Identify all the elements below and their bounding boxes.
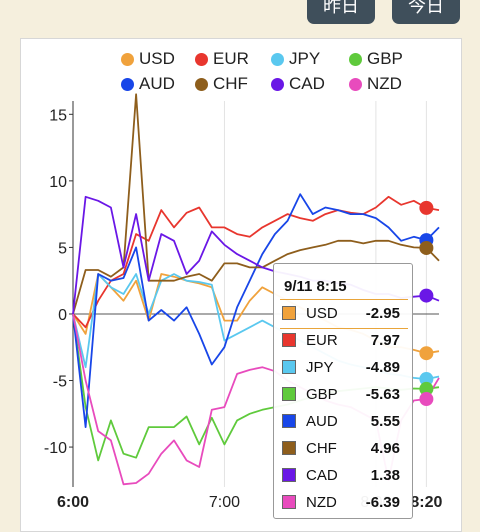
x-tick-label: 8:20 (410, 494, 442, 511)
legend-dot (349, 52, 362, 66)
legend-item-chf[interactable]: CHF (195, 74, 248, 94)
legend-label: AUD (139, 74, 175, 93)
legend-item-nzd[interactable]: NZD (349, 74, 402, 94)
tooltip-currency: CAD (306, 467, 338, 484)
tooltip-swatch (282, 387, 296, 401)
tooltip-row-eur: EUR 7.97 (280, 329, 408, 353)
tooltip-currency: GBP (306, 386, 338, 403)
legend-label: GBP (367, 49, 403, 68)
y-tick-label: 15 (49, 107, 67, 124)
chart-tooltip: 9/11 8:15 USD -2.95 EUR 7.97 JPY -4.89 GBP -5.6… (273, 263, 413, 519)
y-tick-label: -5 (53, 374, 67, 391)
legend-label: EUR (213, 49, 249, 68)
series-line-chf (72, 93, 440, 315)
tooltip-value: 5.55 (370, 413, 400, 430)
legend-label: CHF (213, 74, 248, 93)
tooltip-value: -6.39 (365, 494, 400, 511)
tooltip-swatch (282, 414, 296, 428)
legend-item-gbp[interactable]: GBP (349, 49, 403, 69)
legend-item-cad[interactable]: CAD (271, 74, 325, 94)
tooltip-swatch (282, 441, 296, 455)
legend-dot (195, 52, 208, 66)
marker-gbp (419, 381, 434, 396)
legend-item-eur[interactable]: EUR (195, 49, 249, 69)
tooltip-row-gbp: GBP -5.63 (280, 383, 408, 407)
legend-dot (195, 77, 208, 91)
legend-label: NZD (367, 74, 402, 93)
tooltip-swatch (282, 333, 296, 347)
tooltip-row-nzd: NZD -6.39 (280, 491, 408, 515)
legend-label: JPY (289, 49, 321, 68)
tooltip-value: 7.97 (370, 332, 400, 349)
legend-dot (349, 77, 362, 91)
x-tick-label: 7:00 (209, 494, 240, 511)
tooltip-value: -2.95 (365, 305, 400, 322)
y-tick-label: -10 (44, 440, 67, 457)
tooltip-row-cad: CAD 1.38 (280, 464, 408, 488)
tooltip-currency: CHF (306, 440, 337, 457)
legend-item-jpy[interactable]: JPY (271, 49, 320, 69)
tooltip-swatch (282, 306, 296, 320)
marker-eur (419, 200, 434, 215)
tooltip-value: -4.89 (365, 359, 400, 376)
marker-jpy (419, 372, 434, 387)
tooltip-swatch (282, 468, 296, 482)
tooltip-value: -5.63 (365, 386, 400, 403)
legend-label: CAD (289, 74, 325, 93)
tooltip-currency: NZD (306, 494, 337, 511)
tooltip-swatch (282, 495, 296, 509)
tooltip-value: 1.38 (370, 467, 400, 484)
marker-usd (419, 346, 434, 361)
tooltip-currency: JPY (306, 359, 334, 376)
y-tick-label: 0 (58, 307, 67, 324)
legend-label: USD (139, 49, 175, 68)
tooltip-row-chf: CHF 4.96 (280, 437, 408, 461)
y-tick-label: 10 (49, 174, 67, 191)
marker-nzd (419, 392, 434, 407)
today-button[interactable]: 今日 (392, 0, 460, 24)
legend-dot (271, 52, 284, 66)
legend-item-usd[interactable]: USD (121, 49, 175, 69)
tooltip-title: 9/11 8:15 (284, 278, 347, 295)
legend-dot (121, 52, 134, 66)
tooltip-row-usd: USD -2.95 (280, 299, 408, 329)
tooltip-currency: EUR (306, 332, 338, 349)
legend-item-aud[interactable]: AUD (121, 74, 175, 94)
tooltip-row-jpy: JPY -4.89 (280, 356, 408, 380)
legend-dot (121, 77, 134, 91)
series-line-eur (72, 195, 440, 329)
marker-cad (419, 288, 434, 303)
tooltip-row-aud: AUD 5.55 (280, 410, 408, 434)
marker-chf (419, 240, 434, 255)
tooltip-value: 4.96 (370, 440, 400, 457)
x-tick-label: 6:00 (57, 494, 89, 511)
chart-panel: USD EUR JPY GBP AUD CHF CAD NZD 15 10 5 0 -5 -10 6:00… (20, 38, 462, 532)
y-tick-label: 5 (58, 240, 67, 257)
yesterday-button[interactable]: 昨日 (307, 0, 375, 24)
tooltip-swatch (282, 360, 296, 374)
tooltip-currency: AUD (306, 413, 338, 430)
legend-dot (271, 77, 284, 91)
tooltip-currency: USD (306, 305, 338, 322)
